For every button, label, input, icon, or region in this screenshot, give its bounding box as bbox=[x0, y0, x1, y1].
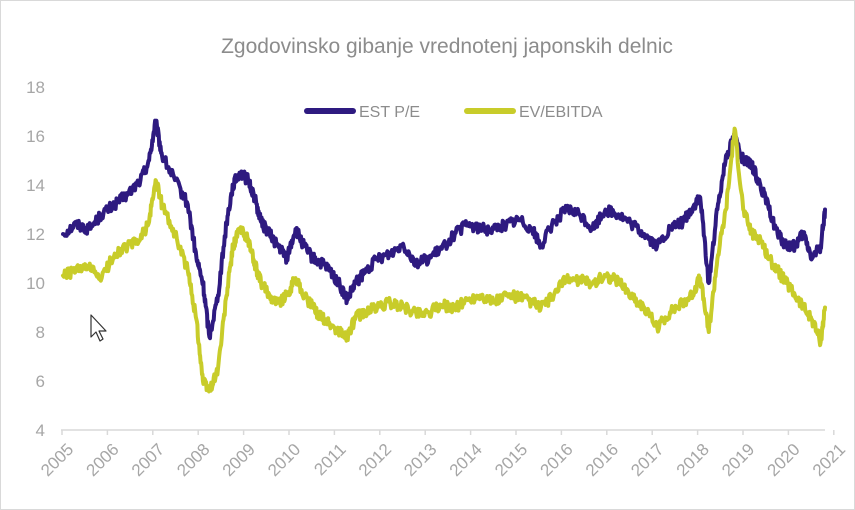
y-tick-label: 4 bbox=[36, 421, 45, 440]
x-tick-label: 2015 bbox=[491, 440, 531, 480]
x-tick-label: 2008 bbox=[173, 440, 213, 480]
y-tick-label: 12 bbox=[26, 225, 45, 244]
x-tick-label: 2016 bbox=[537, 440, 577, 480]
series-line-est-pe bbox=[61, 118, 827, 341]
legend-label-est-pe: EST P/E bbox=[359, 104, 420, 121]
x-tick-label: 2019 bbox=[718, 440, 758, 480]
chart-title: Zgodovinsko gibanje vrednotenj japonskih… bbox=[221, 35, 673, 58]
y-tick-label: 16 bbox=[26, 127, 45, 146]
plot-area bbox=[61, 118, 827, 394]
x-tick-label: 2021 bbox=[809, 440, 849, 480]
y-tick-label: 14 bbox=[26, 176, 45, 195]
x-tick-label: 2007 bbox=[128, 440, 168, 480]
x-tick-label: 2012 bbox=[355, 440, 395, 480]
y-axis: 4 6 8 10 12 14 16 18 bbox=[26, 78, 45, 440]
x-tick-label: 2010 bbox=[264, 440, 304, 480]
x-tick-label: 2014 bbox=[446, 440, 486, 480]
y-tick-label: 6 bbox=[36, 372, 45, 391]
y-tick-label: 8 bbox=[36, 323, 45, 342]
x-tick-label: 2009 bbox=[219, 440, 259, 480]
legend: EST P/E EV/EBITDA bbox=[304, 104, 603, 121]
x-tick-label: 2006 bbox=[83, 440, 123, 480]
x-tick-label: 2011 bbox=[310, 440, 349, 479]
x-tick-label: 2016 bbox=[582, 440, 622, 480]
x-axis: 2005 2006 2007 2008 2009 2010 2011 2012 2013 2014… bbox=[37, 430, 849, 480]
x-tick-label: 2013 bbox=[400, 440, 440, 480]
y-tick-label: 10 bbox=[26, 274, 45, 293]
y-tick-label: 18 bbox=[26, 78, 45, 97]
x-tick-label: 2020 bbox=[764, 440, 804, 480]
x-tick-label: 2018 bbox=[673, 440, 713, 480]
mouse-cursor-icon bbox=[90, 314, 107, 342]
legend-label-ev-ebitda: EV/EBITDA bbox=[519, 104, 603, 121]
x-tick-label: 2017 bbox=[627, 440, 667, 480]
x-tick-label: 2005 bbox=[37, 440, 77, 480]
series-line-ev-ebitda bbox=[61, 126, 827, 394]
